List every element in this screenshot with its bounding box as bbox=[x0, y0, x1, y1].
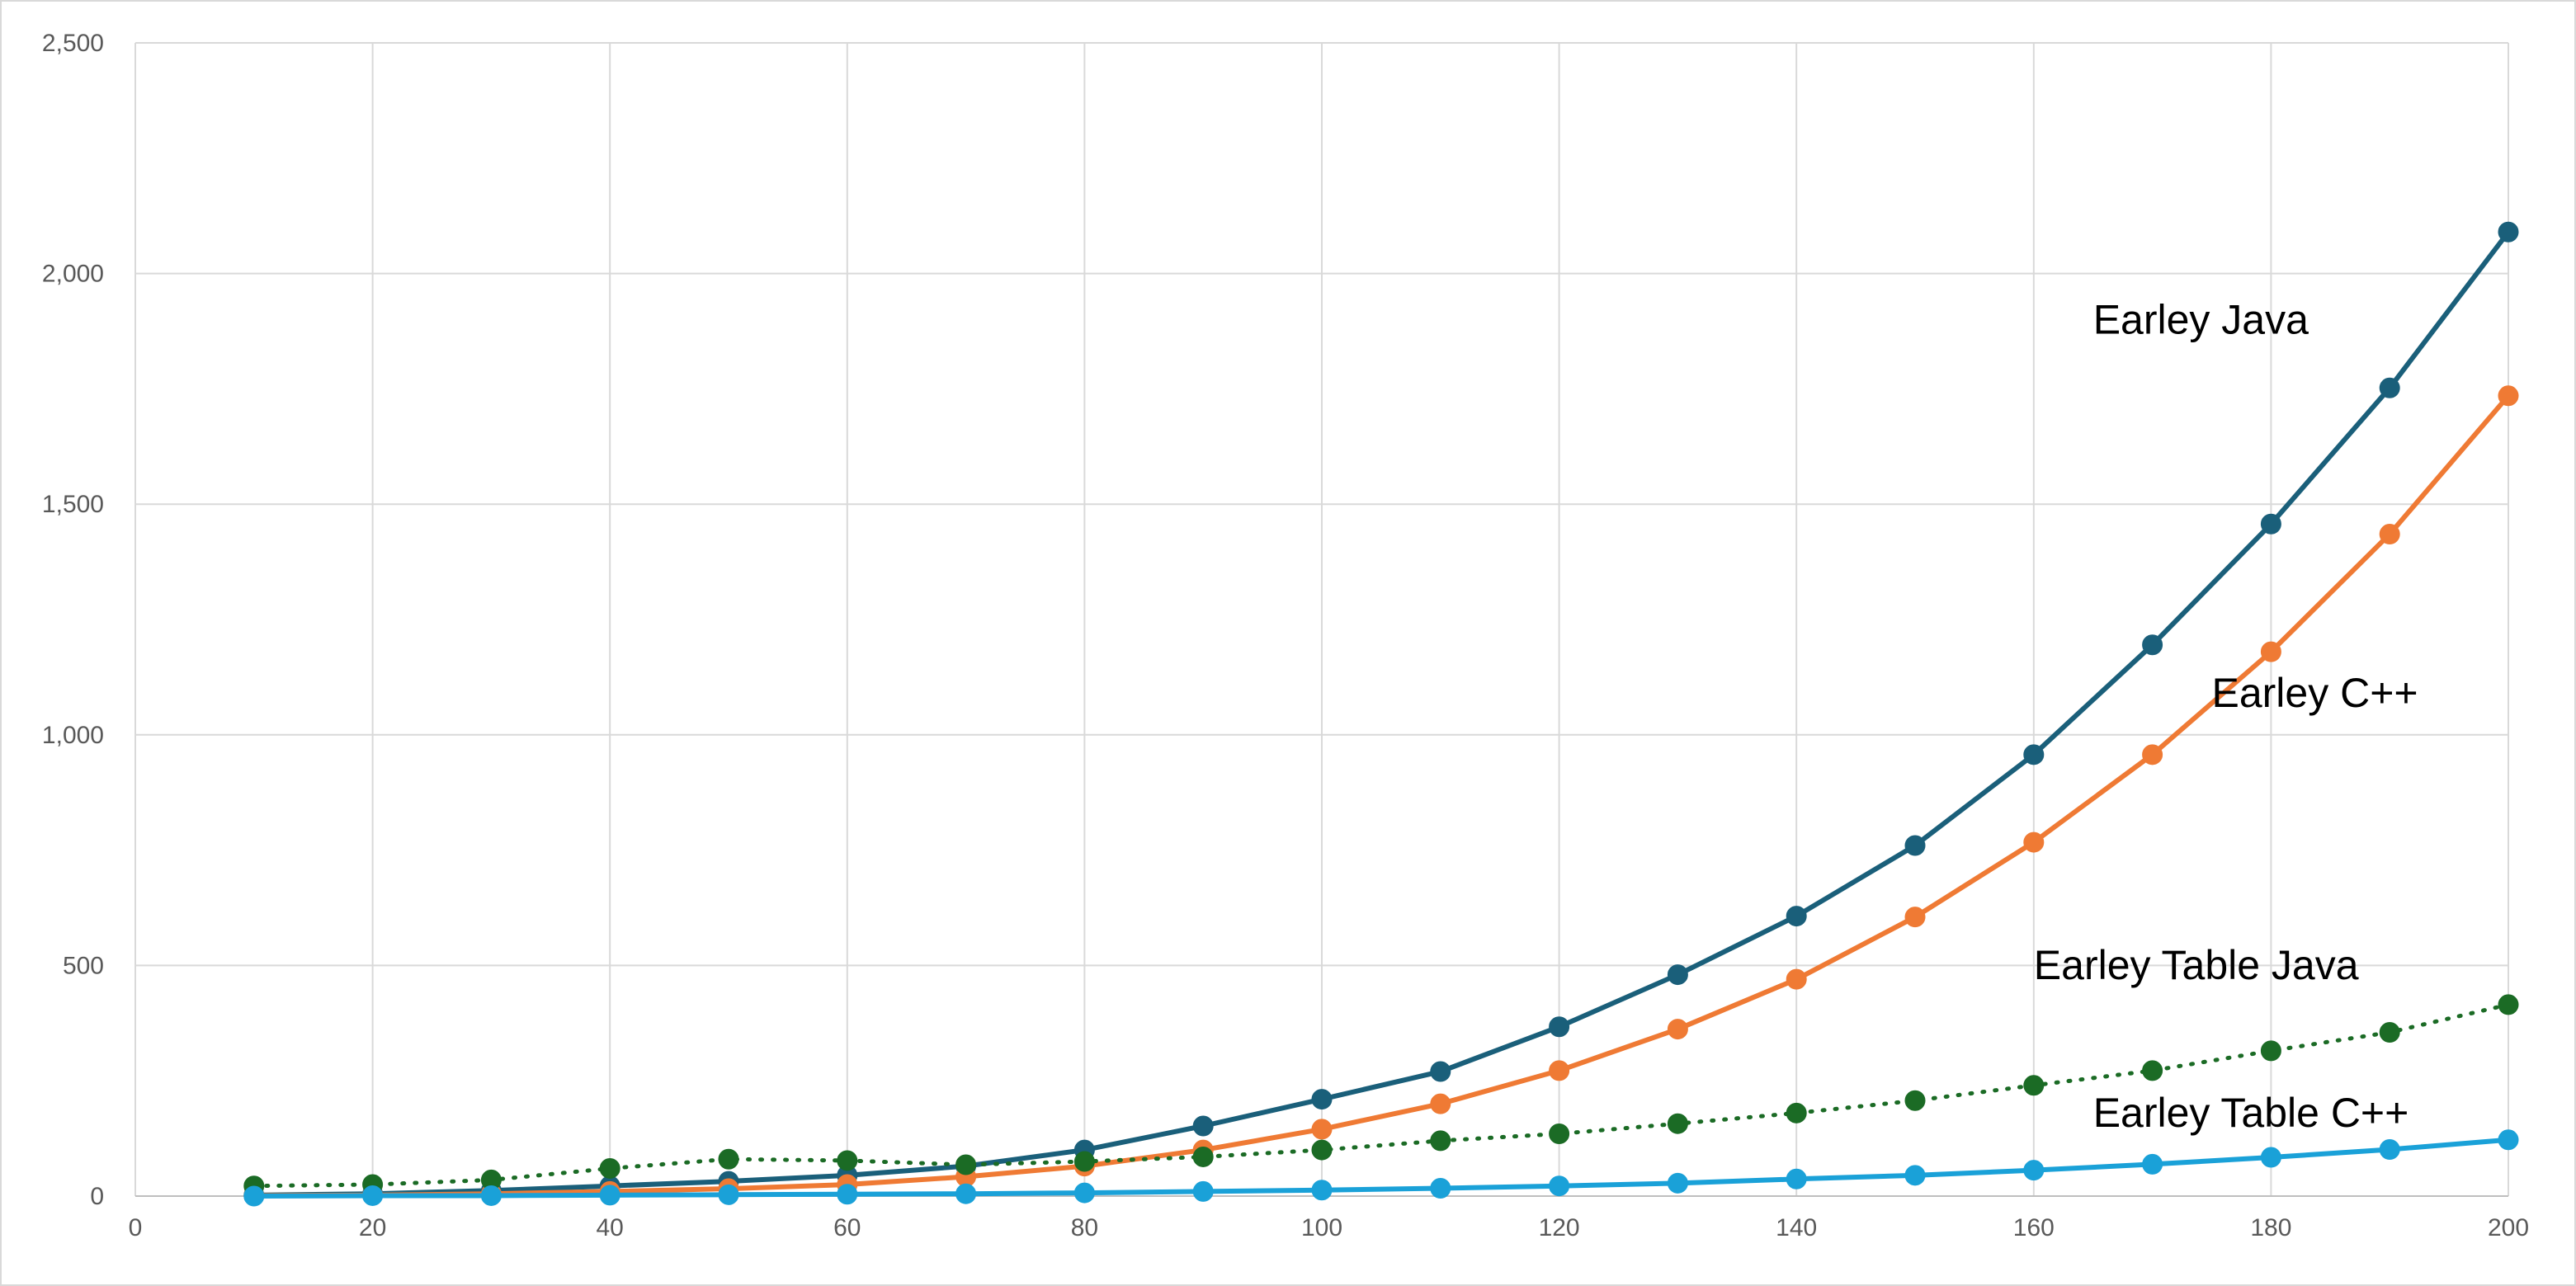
series-label-earley-cplusplus: Earley C++ bbox=[2212, 670, 2418, 716]
data-point-earley-table-java-150 bbox=[1904, 1090, 1926, 1111]
series-line-earley-table-cplusplus bbox=[251, 1137, 2511, 1199]
data-point-earley-table-java-190 bbox=[2379, 1021, 2400, 1043]
data-point-earley-table-java-180 bbox=[2260, 1040, 2281, 1062]
x-tick-label-140: 140 bbox=[1776, 1214, 1817, 1241]
y-tick-label-2,000: 2,000 bbox=[42, 261, 104, 288]
series-earley-table-java: Earley Table Java bbox=[243, 942, 2519, 1197]
data-point-earley-table-cplusplus-110 bbox=[1430, 1177, 1451, 1199]
data-point-earley-cplusplus-170 bbox=[2142, 744, 2163, 765]
data-point-earley-cplusplus-190 bbox=[2379, 524, 2400, 545]
data-point-earley-table-cplusplus-60 bbox=[837, 1184, 858, 1205]
y-tick-label-2,500: 2,500 bbox=[42, 30, 104, 57]
data-point-earley-table-cplusplus-190 bbox=[2379, 1139, 2400, 1161]
data-point-earley-table-cplusplus-80 bbox=[1073, 1182, 1095, 1204]
series-earley-table-cplusplus: Earley Table C++ bbox=[243, 1090, 2519, 1207]
x-tick-label-200: 200 bbox=[2488, 1214, 2529, 1241]
data-point-earley-table-cplusplus-200 bbox=[2498, 1129, 2519, 1151]
data-point-earley-table-cplusplus-170 bbox=[2142, 1153, 2163, 1175]
series-label-earley-table-java: Earley Table Java bbox=[2034, 942, 2359, 988]
data-point-earley-cplusplus-110 bbox=[1430, 1093, 1451, 1114]
data-point-earley-table-cplusplus-50 bbox=[718, 1184, 739, 1205]
x-tick-label-0: 0 bbox=[129, 1214, 143, 1241]
data-point-earley-table-cplusplus-180 bbox=[2260, 1147, 2281, 1168]
data-point-earley-table-java-170 bbox=[2142, 1060, 2163, 1081]
data-point-earley-table-java-90 bbox=[1192, 1146, 1214, 1167]
x-tick-label-40: 40 bbox=[597, 1214, 624, 1241]
data-point-earley-table-cplusplus-150 bbox=[1904, 1165, 1926, 1186]
data-point-earley-java-180 bbox=[2260, 513, 2281, 535]
x-tick-label-120: 120 bbox=[1539, 1214, 1580, 1241]
series-label-earley-table-cplusplus: Earley Table C++ bbox=[2093, 1090, 2409, 1136]
series-line-earley-cplusplus bbox=[251, 393, 2511, 1199]
data-point-earley-java-200 bbox=[2498, 221, 2519, 243]
data-point-earley-cplusplus-150 bbox=[1904, 907, 1926, 928]
data-point-earley-table-cplusplus-120 bbox=[1549, 1175, 1570, 1197]
data-point-earley-table-java-60 bbox=[837, 1150, 858, 1171]
data-point-earley-table-java-80 bbox=[1073, 1151, 1095, 1172]
data-point-earley-java-150 bbox=[1904, 835, 1926, 856]
tick-labels: 0 20 40 60 80 100 120 140 160 180 200 0 500 1,000 1,50… bbox=[42, 30, 2529, 1241]
data-point-earley-java-170 bbox=[2142, 634, 2163, 656]
y-tick-label-1,000: 1,000 bbox=[42, 722, 104, 749]
y-tick-label-500: 500 bbox=[63, 952, 104, 979]
x-tick-label-20: 20 bbox=[359, 1214, 386, 1241]
x-tick-label-100: 100 bbox=[1301, 1214, 1342, 1241]
data-point-earley-table-cplusplus-130 bbox=[1667, 1172, 1688, 1194]
series-line-earley-table-java bbox=[252, 1002, 2511, 1189]
x-tick-label-180: 180 bbox=[2250, 1214, 2291, 1241]
data-point-earley-table-cplusplus-20 bbox=[362, 1185, 384, 1206]
data-point-earley-cplusplus-140 bbox=[1786, 968, 1807, 990]
data-point-earley-table-cplusplus-90 bbox=[1192, 1180, 1214, 1202]
data-point-earley-java-100 bbox=[1311, 1089, 1333, 1110]
data-point-earley-table-java-50 bbox=[718, 1148, 739, 1170]
series-label-earley-java: Earley Java bbox=[2093, 296, 2309, 342]
data-point-earley-table-java-120 bbox=[1549, 1123, 1570, 1145]
data-point-earley-table-java-200 bbox=[2498, 994, 2519, 1015]
data-point-earley-table-java-100 bbox=[1311, 1139, 1333, 1161]
data-point-earley-table-cplusplus-70 bbox=[955, 1183, 977, 1204]
data-point-earley-cplusplus-180 bbox=[2260, 641, 2281, 662]
data-point-earley-table-cplusplus-30 bbox=[480, 1185, 502, 1206]
data-point-earley-table-cplusplus-100 bbox=[1311, 1180, 1333, 1201]
y-tick-label-1,500: 1,500 bbox=[42, 491, 104, 518]
data-point-earley-java-90 bbox=[1192, 1115, 1214, 1137]
data-point-earley-table-java-160 bbox=[2023, 1075, 2045, 1096]
data-point-earley-table-cplusplus-160 bbox=[2023, 1160, 2045, 1181]
x-tick-label-160: 160 bbox=[2013, 1214, 2055, 1241]
data-point-earley-java-110 bbox=[1430, 1061, 1451, 1082]
series-line-earley-java bbox=[251, 229, 2511, 1198]
data-point-earley-java-130 bbox=[1667, 964, 1688, 986]
data-point-earley-java-190 bbox=[2379, 377, 2400, 398]
data-point-earley-cplusplus-100 bbox=[1311, 1119, 1333, 1140]
data-point-earley-cplusplus-160 bbox=[2023, 831, 2045, 853]
data-point-earley-table-java-70 bbox=[955, 1154, 977, 1175]
data-point-earley-table-cplusplus-10 bbox=[243, 1185, 265, 1207]
data-point-earley-table-java-40 bbox=[599, 1157, 620, 1179]
x-tick-label-80: 80 bbox=[1071, 1214, 1098, 1241]
series: Earley Java Earley C++ Earley Table Java Ea… bbox=[243, 221, 2519, 1207]
data-point-earley-cplusplus-130 bbox=[1667, 1019, 1688, 1040]
data-point-earley-cplusplus-120 bbox=[1549, 1060, 1570, 1081]
data-point-earley-cplusplus-200 bbox=[2498, 385, 2519, 407]
data-point-earley-table-cplusplus-140 bbox=[1786, 1168, 1807, 1189]
x-tick-label-60: 60 bbox=[833, 1214, 861, 1241]
data-point-earley-java-120 bbox=[1549, 1016, 1570, 1038]
data-point-earley-table-java-140 bbox=[1786, 1102, 1807, 1123]
gridlines bbox=[134, 42, 2509, 1197]
data-point-earley-java-160 bbox=[2023, 744, 2045, 765]
data-point-earley-table-cplusplus-40 bbox=[599, 1185, 620, 1206]
y-tick-label-0: 0 bbox=[90, 1183, 104, 1210]
data-point-earley-table-java-130 bbox=[1667, 1113, 1688, 1134]
data-point-earley-table-java-110 bbox=[1430, 1130, 1451, 1152]
data-point-earley-java-140 bbox=[1786, 906, 1807, 927]
